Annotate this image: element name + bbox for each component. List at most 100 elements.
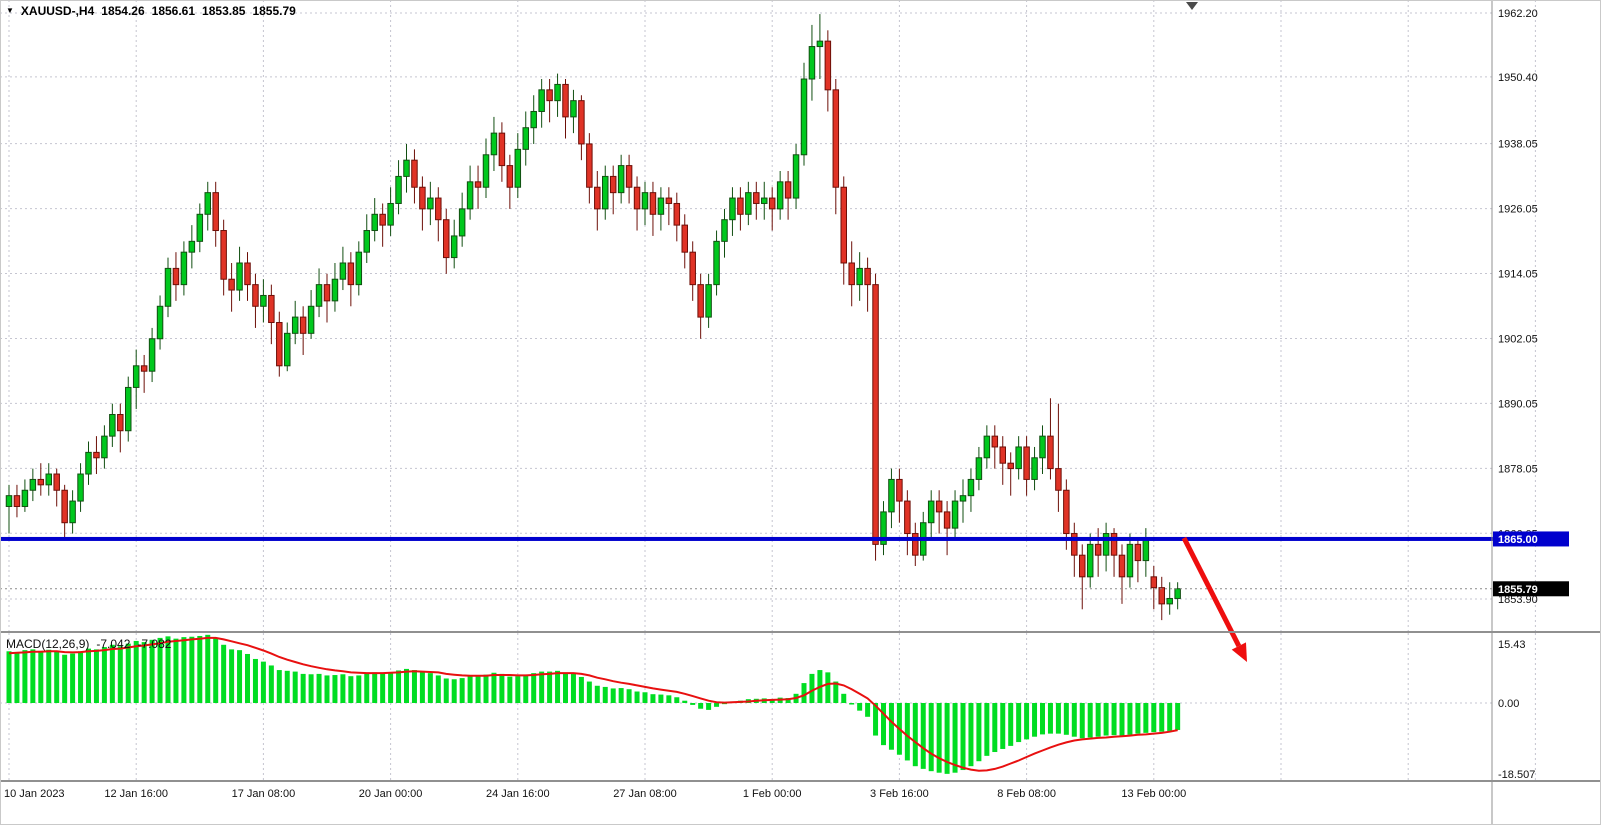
candle-body <box>856 267 863 286</box>
macd-bar <box>1127 703 1133 735</box>
candle-body <box>45 473 52 486</box>
macd-bar <box>316 673 322 703</box>
symbol-timeframe-label: XAUUSD-,H4 <box>20 4 95 18</box>
candle-body <box>546 89 553 102</box>
macd-bar <box>1175 703 1181 730</box>
candle-body <box>1071 533 1078 556</box>
candle-body <box>228 278 235 291</box>
candle-body <box>244 262 251 286</box>
macd-bar <box>245 653 250 703</box>
macd-bar <box>451 679 457 703</box>
macd-bar <box>411 670 417 703</box>
candle-body <box>1142 538 1150 562</box>
candle-body <box>482 154 490 188</box>
macd-bar <box>1008 703 1014 746</box>
candle-body <box>562 83 569 118</box>
candle-body <box>387 202 394 226</box>
chart-shift-marker-icon[interactable] <box>1186 2 1198 10</box>
macd-bar <box>1055 703 1061 734</box>
candle-body <box>268 294 275 324</box>
candle-body <box>307 305 315 334</box>
macd-bar <box>849 703 855 705</box>
candlesticks <box>5 14 1181 621</box>
time-axis-label: 3 Feb 16:00 <box>870 788 929 800</box>
candle-body <box>705 284 712 318</box>
macd-bar <box>109 644 115 703</box>
candle-body <box>284 332 291 367</box>
candle-body <box>983 435 991 459</box>
macd-bar <box>674 697 680 703</box>
macd-bar <box>698 703 704 709</box>
macd-bar <box>682 700 688 703</box>
candle-body <box>77 473 84 502</box>
macd-bar <box>62 654 68 703</box>
price-axis-label: 1890.05 <box>1498 398 1538 410</box>
macd-bar <box>626 689 632 703</box>
candle-body <box>443 219 450 259</box>
candle-body <box>800 78 808 156</box>
macd-bar <box>499 673 505 703</box>
price-axis[interactable] <box>1493 0 1601 825</box>
candle-body <box>331 278 339 302</box>
macd-bar <box>960 703 966 771</box>
price-axis-label: 1962.20 <box>1498 8 1538 20</box>
macd-bar <box>475 676 481 703</box>
macd-bar <box>1135 703 1141 734</box>
macd-bar <box>515 676 521 703</box>
macd-bar <box>1087 703 1093 738</box>
trend-arrow[interactable] <box>1181 536 1247 662</box>
macd-bar <box>380 673 386 703</box>
macd-bar <box>1167 703 1173 731</box>
candle-body <box>1039 435 1046 459</box>
candle-body <box>1158 587 1165 605</box>
macd-bar <box>30 649 36 703</box>
macd-bar <box>1032 703 1038 737</box>
chart-ohlc-header: ▼ XAUUSD-,H4 1854.26 1856.61 1853.85 185… <box>6 4 296 18</box>
macd-bar <box>268 665 274 703</box>
candle-body <box>85 451 92 475</box>
candle-body <box>236 262 243 291</box>
candle-body <box>1110 533 1118 556</box>
price-axis-label: 1950.40 <box>1498 72 1538 84</box>
macd-bar <box>1079 703 1085 739</box>
macd-bar <box>364 673 370 703</box>
candle-body <box>291 316 299 334</box>
candle-body <box>156 305 164 340</box>
candle-body <box>196 213 204 242</box>
symbol-dropdown-icon[interactable]: ▼ <box>6 6 14 15</box>
candle-body <box>299 316 307 334</box>
macd-bar <box>1063 703 1069 735</box>
candle-body <box>737 197 744 215</box>
time-axis[interactable] <box>0 782 1493 825</box>
time-axis-label: 27 Jan 08:00 <box>613 788 677 800</box>
macd-bar <box>332 675 338 703</box>
candle-body <box>578 100 585 145</box>
macd-bar <box>221 644 227 703</box>
candle-body <box>888 478 895 513</box>
candle-body <box>252 284 259 307</box>
macd-bar <box>881 703 886 746</box>
macd-bar <box>189 636 195 703</box>
macd-bar <box>841 693 847 703</box>
candle-body <box>427 197 434 210</box>
candle-body <box>1079 554 1086 578</box>
price-pane-area[interactable] <box>0 0 1493 631</box>
candle-body <box>514 148 522 188</box>
macd-bar <box>555 670 561 703</box>
macd-bar <box>284 670 290 703</box>
candle-body <box>1094 543 1102 556</box>
candle-body <box>498 132 506 167</box>
macd-bar <box>260 661 266 703</box>
macd-bar <box>340 674 346 703</box>
candle-body <box>951 500 959 529</box>
time-axis-label: 20 Jan 00:00 <box>359 788 423 800</box>
macd-bar <box>404 668 409 703</box>
horizontal-line-1865[interactable] <box>0 536 1493 541</box>
macd-bar <box>936 703 942 773</box>
macd-bar <box>213 638 219 703</box>
candle-body <box>180 251 188 286</box>
macd-bar <box>443 678 449 703</box>
macd-bar <box>1047 703 1053 734</box>
macd-bar <box>54 651 60 703</box>
